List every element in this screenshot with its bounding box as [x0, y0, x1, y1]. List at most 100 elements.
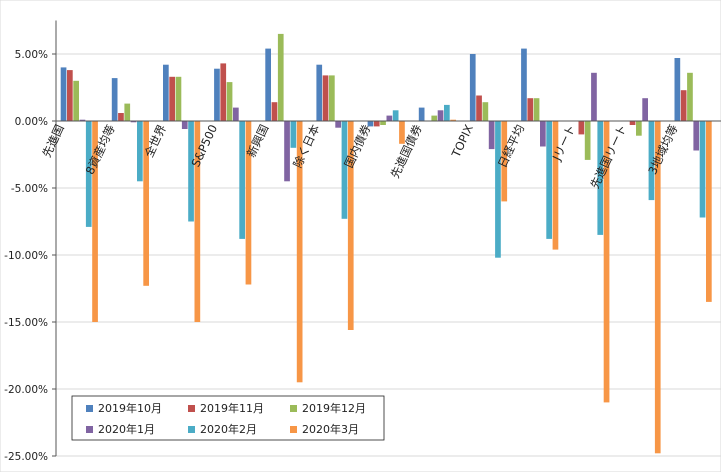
bar [450, 119, 456, 121]
bar [552, 121, 559, 250]
y-axis: 5.00% 0.00% -5.00% -10.00% -15.00% -20.00% -25… [4, 20, 721, 463]
bar [143, 121, 149, 286]
legend-swatch [290, 426, 297, 433]
bars [60, 33, 712, 454]
bar [322, 75, 329, 121]
bar [73, 80, 79, 121]
y-tick-label: 5.00% [15, 49, 48, 61]
bar [130, 121, 137, 123]
y-tick-label: -15.00% [4, 317, 48, 329]
bar [654, 121, 661, 454]
bar [373, 121, 380, 127]
bar [284, 121, 290, 182]
legend-swatch [290, 405, 297, 412]
bar [329, 75, 335, 121]
bar [521, 48, 527, 121]
bar [699, 121, 706, 218]
bar [220, 63, 227, 121]
bar [399, 121, 405, 144]
bar [67, 70, 73, 121]
bar [482, 102, 489, 121]
bar [437, 110, 444, 121]
bar [271, 102, 278, 121]
bar [163, 64, 169, 121]
bar [706, 121, 712, 302]
bar [169, 76, 175, 121]
legend-swatch [86, 426, 93, 433]
legend-label: 2020年3月 [302, 422, 359, 436]
bar [629, 121, 636, 125]
bar [245, 121, 252, 285]
bar [603, 121, 610, 403]
bar [347, 121, 354, 330]
bar [578, 121, 585, 135]
legend-box [71, 395, 385, 441]
bar [92, 121, 98, 322]
y-tick-label: -5.00% [11, 183, 48, 195]
bar [527, 98, 534, 121]
gridlines [56, 53, 721, 457]
legend-label: 2020年2月 [200, 422, 257, 436]
y-tick-label: 0.00% [15, 116, 48, 128]
bar [488, 121, 495, 150]
bar [239, 121, 245, 239]
legend-label: 2019年12月 [302, 401, 366, 415]
bar [60, 67, 67, 121]
bar [226, 82, 233, 121]
bar [444, 104, 450, 121]
y-tick-label: -25.00% [4, 451, 48, 463]
bar [418, 107, 425, 121]
bar [175, 76, 182, 121]
bar [469, 54, 476, 121]
bar [431, 115, 438, 121]
bar [386, 115, 393, 121]
bar [636, 121, 642, 136]
bar [214, 68, 220, 121]
bar [85, 121, 92, 227]
bar [642, 98, 648, 121]
bar [118, 113, 124, 121]
bar [380, 121, 386, 125]
bar [277, 33, 284, 121]
bar [476, 95, 482, 121]
bar [137, 121, 143, 182]
legend: 2019年10月 2019年11月 2019年12月 2020年1月 2020年2月 20… [71, 395, 385, 441]
bar [194, 121, 201, 322]
bar [674, 58, 681, 121]
bar [546, 121, 552, 239]
bar [181, 121, 188, 129]
bar [124, 103, 131, 121]
bar [392, 110, 399, 121]
legend-swatch [86, 405, 93, 412]
bar [648, 121, 655, 201]
bar [79, 119, 86, 121]
bar [111, 78, 118, 121]
legend-label: 2019年11月 [200, 401, 264, 415]
bar [693, 121, 700, 151]
bar [296, 121, 303, 383]
bar [584, 121, 591, 160]
bar [495, 121, 501, 258]
bar [501, 121, 508, 202]
bar [591, 72, 597, 121]
bar [597, 121, 604, 235]
bar [335, 121, 341, 128]
bar [265, 48, 271, 121]
bar [680, 90, 687, 121]
bar [290, 121, 297, 148]
legend-label: 2020年1月 [98, 422, 155, 436]
legend-swatch [188, 426, 195, 433]
bar [687, 72, 693, 121]
bar [233, 107, 239, 121]
bar [533, 98, 540, 121]
legend-label: 2019年10月 [98, 401, 162, 415]
y-tick-label: -20.00% [4, 384, 48, 396]
legend-swatch [188, 405, 195, 412]
bar [367, 121, 374, 127]
bar [540, 121, 546, 147]
y-tick-label: -10.00% [4, 250, 48, 262]
bar [341, 121, 348, 219]
